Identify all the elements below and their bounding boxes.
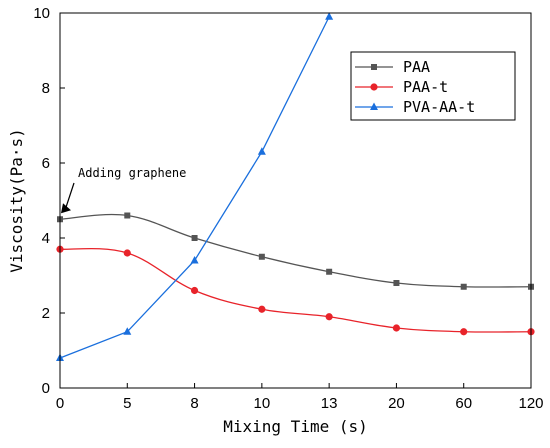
data-point xyxy=(190,256,199,264)
series-paa-t xyxy=(56,245,535,336)
y-tick-label: 6 xyxy=(42,155,50,172)
series-line xyxy=(59,213,532,288)
x-tick-label: 5 xyxy=(123,395,131,412)
data-point xyxy=(325,12,334,20)
data-point xyxy=(258,305,266,313)
annotation-arrowhead xyxy=(61,203,71,214)
x-tick-label: 60 xyxy=(455,395,472,412)
annotation: Adding graphene xyxy=(61,166,186,214)
x-tick-label: 10 xyxy=(254,395,271,412)
data-point xyxy=(258,253,265,260)
data-point xyxy=(460,328,468,336)
series-line xyxy=(59,16,330,359)
series-line xyxy=(59,247,532,333)
legend-swatch-marker xyxy=(371,64,377,70)
x-tick-label: 0 xyxy=(56,395,64,412)
legend-box xyxy=(350,51,516,121)
data-point xyxy=(392,324,401,332)
x-tick-label: 8 xyxy=(190,395,198,412)
annotation-arrow xyxy=(65,182,75,208)
data-point xyxy=(123,327,132,335)
x-tick-label: 120 xyxy=(518,395,543,412)
annotation-label: Adding graphene xyxy=(78,166,186,180)
data-point xyxy=(393,280,400,286)
y-tick-label: 8 xyxy=(42,80,50,97)
data-point xyxy=(257,147,266,155)
plot-frame xyxy=(59,12,532,389)
data-point xyxy=(191,235,198,241)
x-axis-title: Mixing Time (s) xyxy=(223,417,368,436)
y-tick-label: 10 xyxy=(33,5,50,22)
tick-labels: 0 5 8 10 13 20 60 120 0 2 4 6 8 10 xyxy=(33,5,543,412)
legend-swatch-marker xyxy=(370,83,378,91)
data-point xyxy=(325,313,333,321)
data-point xyxy=(124,212,131,219)
legend-swatch-marker xyxy=(370,102,378,110)
legend: PAA PAA-t PVA-AA-t xyxy=(350,51,516,121)
y-tick-label: 0 xyxy=(42,380,50,397)
data-point xyxy=(460,283,467,290)
legend-label: PAA xyxy=(403,58,430,76)
legend-item: PAA xyxy=(355,58,430,76)
y-tick-label: 4 xyxy=(42,230,50,247)
data-point xyxy=(190,286,199,295)
y-tick-label: 2 xyxy=(42,305,50,322)
legend-item: PVA-AA-t xyxy=(355,98,475,116)
data-point xyxy=(326,268,333,275)
data-point xyxy=(123,249,131,257)
legend-item: PAA-t xyxy=(355,78,448,96)
series-pva-aa-t xyxy=(56,12,334,361)
legend-label: PAA-t xyxy=(403,78,448,96)
y-axis-title: Viscosity(Pa·s) xyxy=(7,128,26,273)
x-tick-label: 13 xyxy=(321,395,338,412)
x-tick-label: 20 xyxy=(388,395,405,412)
legend-label: PVA-AA-t xyxy=(403,98,475,116)
